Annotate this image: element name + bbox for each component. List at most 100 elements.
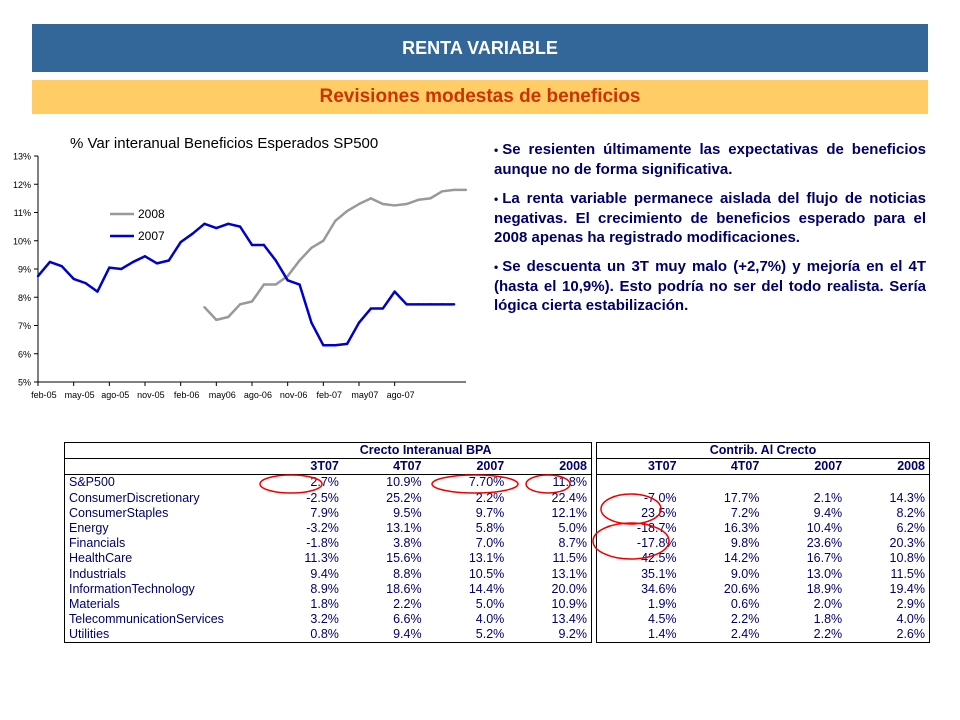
table-cell: -1.8% xyxy=(306,536,339,551)
row-label: ConsumerDiscretionary xyxy=(64,490,261,506)
column-header: 2007 xyxy=(763,458,847,476)
legend-label: 2007 xyxy=(138,229,165,243)
x-tick-label: may-05 xyxy=(65,390,95,400)
table-cell xyxy=(763,475,846,491)
data-point xyxy=(357,202,361,206)
data-point xyxy=(238,225,242,228)
table-cell: -2.5% xyxy=(306,490,339,505)
table-row: Financials -1.8% 3.8% 7.0% 8.7% xyxy=(64,536,593,552)
table-cell: 13.1% xyxy=(468,551,505,566)
x-tick-label: nov-06 xyxy=(280,390,308,400)
table-row: 4.5% 2.2% 1.8% 4.0% xyxy=(595,612,931,628)
table-cell: 15.6% xyxy=(386,551,422,566)
column-header: 3T07 xyxy=(260,458,343,476)
x-tick-label: feb-05 xyxy=(31,390,57,400)
table-cell: 4.5% xyxy=(595,612,681,628)
row-label: Industrials xyxy=(64,566,261,582)
table-cell: 7.2% xyxy=(730,505,760,520)
data-point xyxy=(298,259,301,262)
table-cell: 3.8% xyxy=(393,536,422,551)
table-cell: 2.1% xyxy=(813,490,843,505)
data-point xyxy=(298,283,301,286)
table-cell: 8.7% xyxy=(508,536,593,552)
x-tick-label: ago-05 xyxy=(101,390,129,400)
data-point xyxy=(310,321,313,324)
data-point xyxy=(155,262,159,265)
table-row: -18.7% 16.3% 10.4% 6.2% xyxy=(595,520,931,537)
growth-contribution-table: Contrib. Al Crecto 3T07 4T07 2007 2008 -… xyxy=(595,441,931,644)
table-cell: 14.3% xyxy=(846,490,931,506)
table-cell: 25.2% xyxy=(386,490,422,505)
data-point xyxy=(429,197,432,200)
table-cell xyxy=(681,475,764,491)
table-cell: 1.8% xyxy=(813,612,843,627)
table-cell: 11.5% xyxy=(508,551,593,567)
table-cell xyxy=(595,474,681,491)
series-line-2008 xyxy=(203,188,466,322)
table-row: 23.5% 7.2% 9.4% 8.2% xyxy=(595,505,931,521)
x-tick-label: feb-06 xyxy=(174,390,200,400)
table-row: 42.5% 14.2% 16.7% 10.8% xyxy=(595,551,931,567)
data-point xyxy=(274,283,277,286)
section-subtitle-banner: Revisiones modestas de beneficios xyxy=(32,80,928,114)
table-cell: 10.4% xyxy=(806,521,843,536)
data-point xyxy=(215,318,218,322)
table-cell: 10.9% xyxy=(508,596,593,613)
y-tick-label: 13% xyxy=(13,152,31,162)
data-point xyxy=(441,190,444,193)
data-point xyxy=(334,344,337,347)
section-title: RENTA VARIABLE xyxy=(402,37,558,58)
bullet-item: • La renta variable permanece aislada del… xyxy=(494,190,926,246)
table-cell: 9.5% xyxy=(393,505,422,520)
data-point xyxy=(393,290,396,293)
x-tick-label: nov-05 xyxy=(137,390,165,400)
data-point xyxy=(60,264,63,268)
row-label: Materials xyxy=(64,596,261,613)
data-point xyxy=(405,202,408,206)
data-point xyxy=(357,321,361,324)
data-point xyxy=(286,274,289,278)
table-cell: -17.8% xyxy=(595,536,681,552)
section-subtitle: Revisiones modestas de beneficios xyxy=(319,86,641,107)
table-cell xyxy=(846,474,931,491)
table-cell: 5.0% xyxy=(508,520,593,537)
table-cell: -7.0% xyxy=(595,490,681,506)
bullet-list: • Se resienten últimamente las expectativ… xyxy=(494,140,926,325)
table-cell: 23.5% xyxy=(595,505,681,521)
table-cell: 5.2% xyxy=(425,627,509,644)
earnings-chart: % Var interanual Beneficios Esperados SP… xyxy=(0,126,480,412)
bullet-item: • Se descuenta un 3T muy malo (+2,7%) y m… xyxy=(494,258,926,314)
data-point xyxy=(120,267,123,271)
table-cell: 20.0% xyxy=(508,581,593,597)
data-point xyxy=(441,303,444,306)
earnings-chart-svg: % Var interanual Beneficios Esperados SP… xyxy=(13,135,468,400)
data-point xyxy=(310,246,313,250)
data-point xyxy=(203,222,206,225)
data-point xyxy=(36,274,40,278)
data-point xyxy=(334,219,337,223)
data-point xyxy=(203,305,206,309)
table-column-header-row: 3T07 4T07 2007 2008 xyxy=(64,458,593,476)
table-cell: 0.6% xyxy=(730,596,760,611)
data-point xyxy=(250,300,254,303)
data-point xyxy=(238,303,242,306)
table-cell: 6.2% xyxy=(846,520,931,537)
legend-label: 2008 xyxy=(138,207,165,221)
y-tick-label: 5% xyxy=(18,378,31,388)
row-label: Energy xyxy=(64,520,261,537)
column-header: 2008 xyxy=(508,458,593,476)
table-row: 1.4% 2.4% 2.2% 2.6% xyxy=(595,627,931,644)
table-cell: 3.2% xyxy=(310,612,339,627)
data-point xyxy=(274,259,277,262)
bullet-dot-icon: • xyxy=(494,260,499,274)
data-point xyxy=(286,279,289,282)
table-cell: 5.8% xyxy=(475,521,505,536)
table-row: ConsumerStaples 7.9% 9.5% 9.7% 12.1% xyxy=(64,505,593,521)
table-cell: 7.70% xyxy=(468,475,505,490)
bullet-dot-icon: • xyxy=(494,143,499,157)
table-cell: 18.9% xyxy=(806,581,843,596)
column-header: 4T07 xyxy=(680,458,764,476)
table-cell: 20.3% xyxy=(846,536,931,552)
table-row: HealthCare 11.3% 15.6% 13.1% 11.5% xyxy=(64,551,593,567)
data-point xyxy=(179,240,182,244)
